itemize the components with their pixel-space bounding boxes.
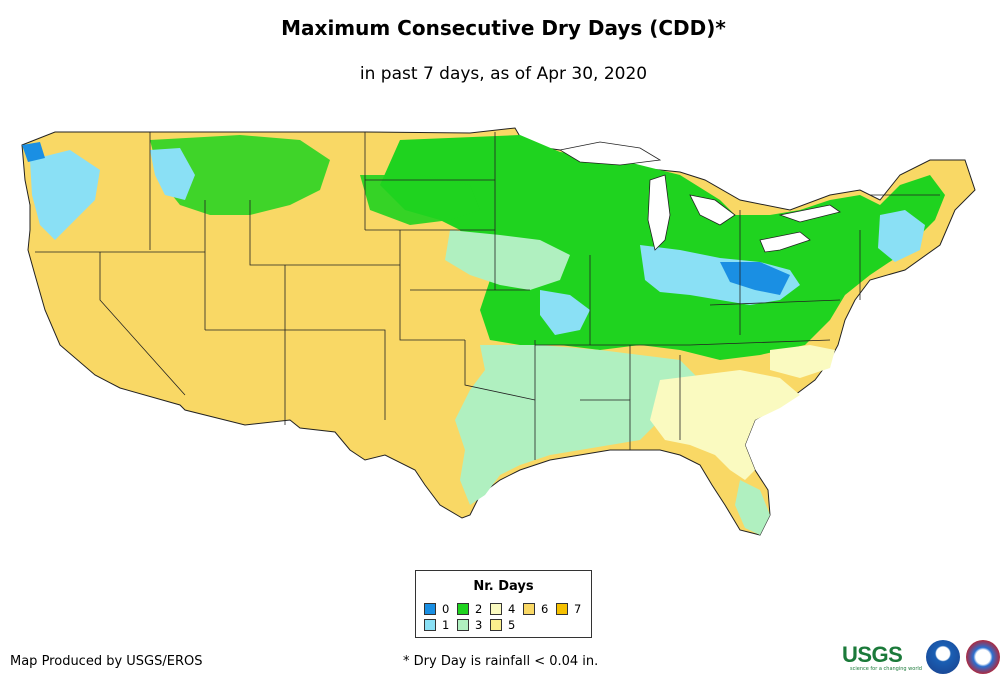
legend-swatch-7 <box>556 603 568 615</box>
credit-text: Map Produced by USGS/EROS <box>10 654 203 669</box>
legend: Nr. Days 0 1 2 3 4 5 6 <box>415 570 592 638</box>
agency-logos: USGS science for a changing world <box>842 638 1002 678</box>
region-2-days-northwest <box>150 135 330 215</box>
usgs-tagline: science for a changing world <box>850 666 922 672</box>
map-title: Maximum Consecutive Dry Days (CDD)* <box>281 16 726 40</box>
region-0-days-washington <box>22 142 45 162</box>
region-1-day-idaho <box>150 148 195 200</box>
region-1-day-northeast <box>878 210 925 262</box>
legend-item-3: 3 <box>457 618 482 632</box>
legend-item-0: 0 <box>424 602 449 616</box>
legend-item-5: 5 <box>490 618 515 632</box>
legend-item-4: 4 <box>490 602 515 616</box>
legend-swatch-5 <box>490 619 502 631</box>
legend-grid: 0 1 2 3 4 5 6 7 <box>424 602 589 634</box>
map-subtitle: in past 7 days, as of Apr 30, 2020 <box>359 64 648 84</box>
noaa-logo-icon <box>926 640 960 674</box>
legend-swatch-6 <box>523 603 535 615</box>
legend-item-7: 7 <box>556 602 581 616</box>
region-2-days-plains <box>360 175 480 225</box>
great-lakes <box>558 141 841 253</box>
legend-swatch-3 <box>457 619 469 631</box>
region-4-days-southeast <box>650 370 800 480</box>
region-3-days-plains <box>445 230 570 290</box>
region-2-days-midwest <box>380 135 945 360</box>
dry-day-footnote: * Dry Day is rainfall < 0.04 in. <box>403 654 599 669</box>
legend-item-6: 6 <box>523 602 548 616</box>
legend-swatch-2 <box>457 603 469 615</box>
region-4-days-carolina <box>770 345 835 378</box>
state-borders <box>35 132 940 460</box>
region-0-days-ohio <box>720 262 790 295</box>
legend-item-2: 2 <box>457 602 482 616</box>
legend-item-1: 1 <box>424 618 449 632</box>
legend-swatch-1 <box>424 619 436 631</box>
legend-swatch-4 <box>490 603 502 615</box>
legend-swatch-0 <box>424 603 436 615</box>
legend-title: Nr. Days <box>473 579 534 594</box>
region-1-day-missouri <box>540 290 590 335</box>
region-1-day-pacific-nw <box>30 150 100 240</box>
usgs-logo: USGS <box>842 642 903 667</box>
region-3-days-florida <box>735 480 770 535</box>
region-3-days-south <box>455 345 700 505</box>
nws-logo-icon <box>966 640 1000 674</box>
us-dry-days-map <box>21 127 976 536</box>
